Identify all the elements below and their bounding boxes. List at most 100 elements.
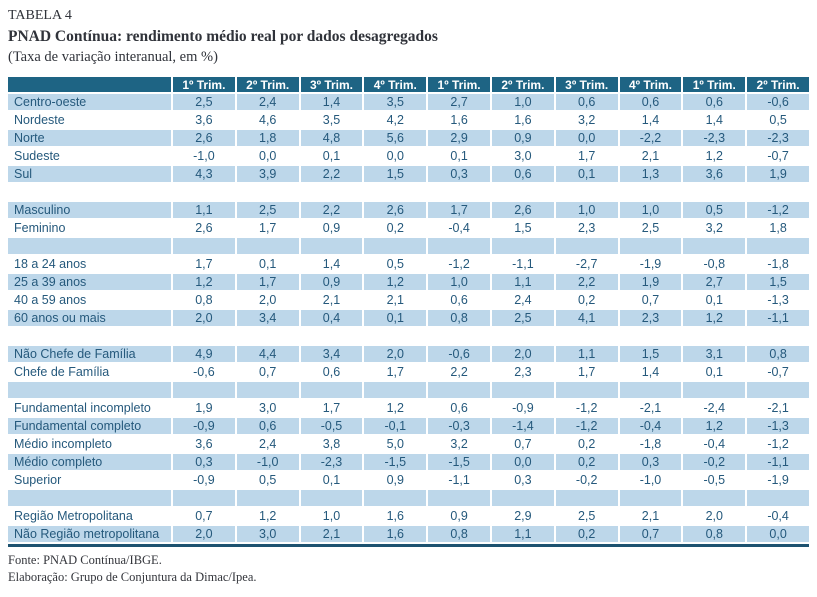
value-cell: 0,0 — [364, 148, 427, 164]
value-cell: 3,5 — [364, 94, 427, 110]
spacer-cell — [236, 184, 299, 200]
value-cell: 1,5 — [491, 220, 554, 236]
value-cell: 2,7 — [683, 274, 746, 290]
table-row-sexo: Feminino 2,6 1,7 0,9 0,2 -0,4 1,5 2,3 2,5 3,2 1,8 — [8, 220, 809, 236]
spacer-cell — [619, 328, 682, 344]
value-cell: 0,6 — [555, 94, 618, 110]
value-cell: 0,9 — [300, 274, 363, 290]
table-unit-note: (Taxa de variação interanual, em %) — [8, 49, 218, 65]
table-row-chefia-familia: Não Chefe de Família 4,9 4,4 3,4 2,0 -0,6 2,0 1… — [8, 346, 809, 362]
spacer-cell — [173, 184, 235, 200]
value-cell: 2,1 — [619, 508, 682, 524]
value-cell: -0,4 — [747, 508, 809, 524]
row-label: Norte — [8, 130, 171, 146]
value-cell: 2,4 — [491, 292, 554, 308]
value-cell: 2,5 — [555, 508, 618, 524]
table-row-escolaridade: Fundamental incompleto 1,9 3,0 1,7 1,2 0,6 -0,… — [8, 400, 809, 416]
value-cell: -0,5 — [683, 472, 746, 488]
pnad-data-table: 1º Trim. 2º Trim. 3º Trim. 4º Trim. 1º Trim.… — [6, 75, 811, 544]
value-cell: 1,4 — [619, 112, 682, 128]
value-cell: 4,8 — [300, 130, 363, 146]
spacer-cell — [491, 184, 554, 200]
value-cell: 2,1 — [300, 292, 363, 308]
spacer-cell — [555, 184, 618, 200]
column-header: 4º Trim. — [619, 77, 682, 92]
table-row-idade: 60 anos ou mais 2,0 3,4 0,4 0,1 0,8 2,5 4,1 2,3 1… — [8, 310, 809, 326]
table-row-idade: 25 a 39 anos 1,2 1,7 0,9 1,2 1,0 1,1 2,2 1,9 2,7 1… — [8, 274, 809, 290]
value-cell: -0,6 — [747, 94, 809, 110]
value-cell: -1,5 — [364, 454, 427, 470]
value-cell: 0,1 — [236, 256, 299, 272]
value-cell: -0,2 — [683, 454, 746, 470]
spacer-cell — [683, 238, 746, 254]
value-cell: -2,2 — [619, 130, 682, 146]
spacer-cell — [8, 328, 171, 344]
value-cell: 2,3 — [555, 220, 618, 236]
value-cell: -1,4 — [491, 418, 554, 434]
value-cell: 0,5 — [747, 112, 809, 128]
value-cell: 1,4 — [683, 112, 746, 128]
value-cell: 0,2 — [555, 292, 618, 308]
value-cell: 0,6 — [236, 418, 299, 434]
spacer-cell — [8, 184, 171, 200]
value-cell: 2,6 — [173, 130, 235, 146]
value-cell: 2,0 — [491, 346, 554, 362]
value-cell: 0,0 — [747, 526, 809, 542]
source-note: Fonte: PNAD Contínua/IBGE. — [8, 553, 162, 567]
row-label: Não Região metropolitana — [8, 526, 171, 542]
value-cell: -0,9 — [173, 472, 235, 488]
value-cell: 3,2 — [683, 220, 746, 236]
table-row-regiao: Nordeste 3,6 4,6 3,5 4,2 1,6 1,6 3,2 1,4 1,4 0,5 — [8, 112, 809, 128]
table-row-escolaridade: Médio incompleto 3,6 2,4 3,8 5,0 3,2 0,7 0,2 -1,… — [8, 436, 809, 452]
value-cell: 0,9 — [428, 508, 490, 524]
value-cell: -0,7 — [747, 364, 809, 380]
table-row-area-metropolitana: Região Metropolitana 0,7 1,2 1,0 1,6 0,9 2,9 2,… — [8, 508, 809, 524]
value-cell: 2,2 — [555, 274, 618, 290]
value-cell: 2,1 — [619, 148, 682, 164]
value-cell: 1,2 — [236, 508, 299, 524]
value-cell: 2,4 — [236, 94, 299, 110]
spacer-cell — [619, 238, 682, 254]
spacer-cell — [619, 382, 682, 398]
value-cell: 0,6 — [619, 94, 682, 110]
spacer-cell — [555, 238, 618, 254]
value-cell: 1,2 — [683, 310, 746, 326]
value-cell: -1,8 — [619, 436, 682, 452]
spacer-cell — [747, 490, 809, 506]
value-cell: 1,5 — [747, 274, 809, 290]
value-cell: -2,1 — [619, 400, 682, 416]
value-cell: 2,4 — [236, 436, 299, 452]
value-cell: 1,6 — [364, 508, 427, 524]
column-header: 2º Trim. — [236, 77, 299, 92]
value-cell: -0,9 — [173, 418, 235, 434]
value-cell: 1,0 — [300, 508, 363, 524]
value-cell: -1,1 — [747, 454, 809, 470]
value-cell: 3,0 — [491, 148, 554, 164]
table-row-escolaridade: Superior -0,9 0,5 0,1 0,9 -1,1 0,3 -0,2 -1,0 -0,5… — [8, 472, 809, 488]
value-cell: 1,1 — [173, 202, 235, 218]
spacer-cell — [491, 238, 554, 254]
elaboration-note: Elaboração: Grupo de Conjuntura da Dimac… — [8, 570, 257, 584]
value-cell: 1,9 — [619, 274, 682, 290]
table-bottom-border — [8, 544, 809, 547]
spacer-cell — [747, 382, 809, 398]
value-cell: -1,0 — [173, 148, 235, 164]
value-cell: -1,5 — [428, 454, 490, 470]
spacer-cell — [300, 490, 363, 506]
spacer-row — [8, 382, 809, 398]
spacer-cell — [236, 238, 299, 254]
spacer-cell — [428, 238, 490, 254]
value-cell: 1,4 — [619, 364, 682, 380]
value-cell: 1,7 — [236, 220, 299, 236]
value-cell: -0,4 — [683, 436, 746, 452]
value-cell: 2,6 — [364, 202, 427, 218]
spacer-cell — [8, 382, 171, 398]
value-cell: 1,1 — [491, 274, 554, 290]
value-cell: 0,2 — [364, 220, 427, 236]
value-cell: 3,9 — [236, 166, 299, 182]
value-cell: 1,2 — [683, 148, 746, 164]
value-cell: 3,4 — [236, 310, 299, 326]
spacer-cell — [555, 328, 618, 344]
column-header: 2º Trim. — [491, 77, 554, 92]
header-corner-cell — [8, 77, 171, 92]
